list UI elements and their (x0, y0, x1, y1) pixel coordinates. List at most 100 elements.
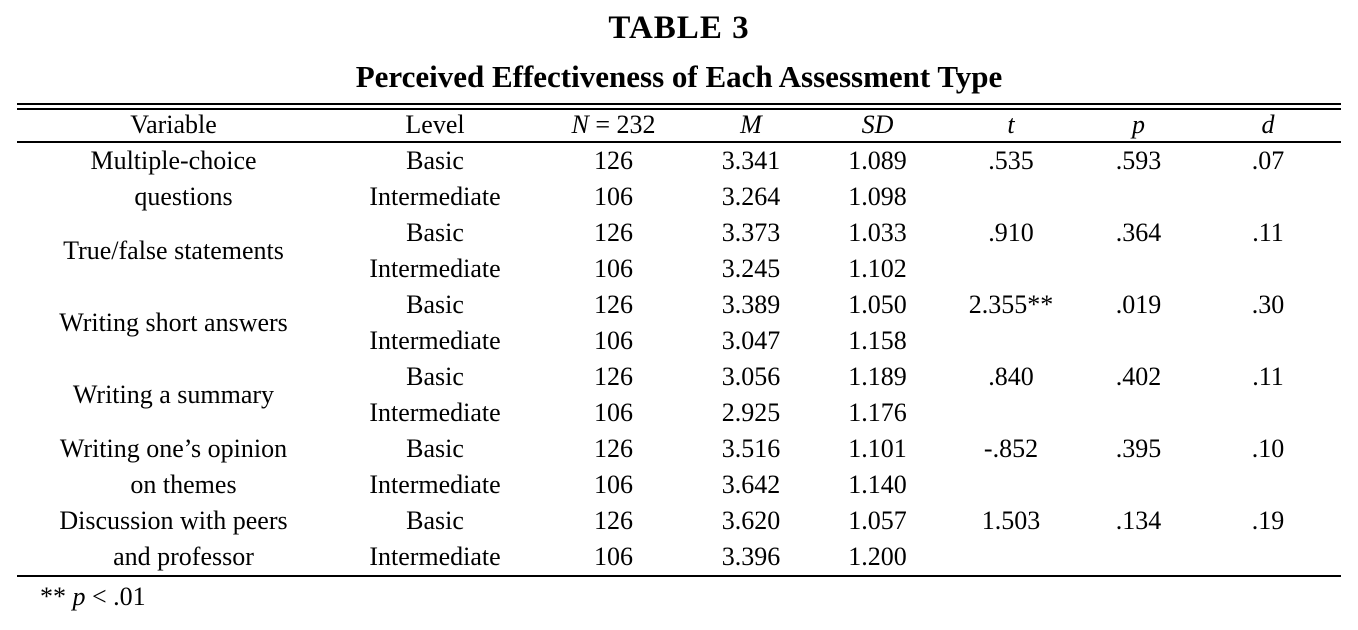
variable-label: Writing one’s opinion (59, 433, 288, 463)
cell-t: .840 (988, 361, 1034, 391)
header-row: Variable Level N = 232 M SD t p d (17, 107, 1341, 142)
cell-t (940, 395, 1082, 431)
cell-level: Basic (406, 361, 464, 391)
table-row: Intermediate 106 3.264 1.098 (17, 179, 1341, 215)
column-header-m: M (740, 110, 762, 140)
cell-d (1195, 251, 1341, 287)
table-row: True/false statements Basic 126 3.373 1.… (17, 215, 1341, 265)
cell-m: 3.341 (721, 145, 781, 175)
cell-level: Basic (406, 505, 464, 535)
variable-label: Discussion with peers (59, 505, 288, 535)
column-header-sd: SD (861, 110, 894, 140)
p-symbol: p (72, 581, 86, 611)
variable-label: Multiple-choice (90, 145, 257, 175)
significance-stars: ** (40, 581, 73, 611)
cell-d: .10 (1251, 433, 1285, 463)
table-row: Intermediate 106 3.642 1.140 (17, 467, 1341, 503)
cell-n: 106 (594, 397, 633, 427)
table-row: Multiple-choice questions Basic 126 3.34… (17, 142, 1341, 211)
cell-t: .910 (988, 217, 1034, 247)
cell-m: 3.245 (721, 253, 781, 283)
cell-m: 3.373 (721, 217, 781, 247)
variable-label-wrap: questions (134, 181, 233, 211)
cell-m: 3.620 (721, 505, 781, 535)
cell-t: -.852 (983, 433, 1039, 463)
cell-n: 106 (594, 325, 633, 355)
cell-t (940, 539, 1082, 576)
table-row: Intermediate 106 3.245 1.102 (17, 251, 1341, 287)
cell-n: 126 (594, 361, 633, 391)
cell-sd: 1.098 (848, 181, 907, 211)
cell-n: 106 (594, 181, 633, 211)
table-row: Intermediate 106 2.925 1.176 (17, 395, 1341, 431)
cell-n: 106 (594, 541, 633, 571)
cell-p: .402 (1115, 361, 1162, 391)
column-header-variable: Variable (130, 110, 217, 140)
cell-sd: 1.200 (848, 541, 907, 571)
cell-sd: 1.050 (848, 289, 907, 319)
cell-sd: 1.101 (848, 433, 907, 463)
cell-sd: 1.089 (848, 145, 907, 175)
table-title: Perceived Effectiveness of Each Assessme… (355, 59, 1003, 94)
cell-t (940, 179, 1082, 215)
column-header-level: Level (405, 110, 465, 140)
table-number: TABLE 3 (608, 10, 750, 46)
cell-d: .11 (1252, 217, 1284, 247)
table-row: Writing a summary Basic 126 3.056 1.189 … (17, 359, 1341, 409)
cell-p (1082, 467, 1195, 503)
cell-variable: Writing short answers (17, 287, 330, 359)
cell-level: Basic (406, 433, 464, 463)
table-row: Writing one’s opinion on themes Basic 12… (17, 431, 1341, 499)
column-header-p: p (1132, 110, 1145, 140)
cell-variable: Writing one’s opinion on themes (17, 431, 330, 503)
significance-note: ** p < .01 (40, 579, 1358, 615)
cell-t: .535 (988, 145, 1034, 175)
cell-level: Intermediate (369, 253, 501, 283)
cell-p (1082, 539, 1195, 576)
cell-level: Intermediate (369, 181, 501, 211)
cell-m: 3.396 (721, 541, 781, 571)
cell-level: Basic (406, 289, 464, 319)
table-row: Intermediate 106 3.396 1.200 (17, 539, 1341, 576)
column-header-t: t (1007, 110, 1015, 140)
cell-p (1082, 179, 1195, 215)
cell-m: 3.516 (721, 433, 781, 463)
variable-label: Writing a summary (72, 379, 275, 409)
cell-t: 2.355** (968, 289, 1054, 319)
cell-variable: Multiple-choice questions (17, 142, 330, 215)
cell-p: .593 (1115, 145, 1162, 175)
cell-d (1195, 179, 1341, 215)
cell-d (1195, 539, 1341, 576)
cell-d: .19 (1251, 505, 1285, 535)
cell-level: Basic (406, 145, 464, 175)
cell-p: .134 (1115, 505, 1162, 535)
cell-d: .11 (1252, 361, 1284, 391)
cell-m: 3.056 (721, 361, 781, 391)
cell-sd: 1.057 (848, 505, 907, 535)
cell-sd: 1.189 (848, 361, 907, 391)
cell-n: 126 (594, 433, 633, 463)
cell-p: .364 (1115, 217, 1162, 247)
cell-d: .30 (1251, 289, 1285, 319)
cell-d (1195, 467, 1341, 503)
cell-n: 126 (594, 217, 633, 247)
n-total: = 232 (588, 110, 656, 140)
cell-sd: 1.102 (848, 253, 907, 283)
cell-m: 2.925 (721, 397, 781, 427)
cell-p (1082, 323, 1195, 359)
variable-label-wrap: on themes (130, 469, 237, 499)
cell-m: 3.642 (721, 469, 781, 499)
cell-m: 3.264 (721, 181, 781, 211)
cell-variable: Writing a summary (17, 359, 330, 431)
cell-d (1195, 323, 1341, 359)
cell-variable: Discussion with peers and professor (17, 503, 330, 576)
cell-n: 106 (594, 253, 633, 283)
column-header-n: N = 232 (540, 107, 687, 142)
table-row: Writing short answers Basic 126 3.389 1.… (17, 287, 1341, 337)
cell-t (940, 323, 1082, 359)
cell-p: .395 (1115, 433, 1162, 463)
cell-n: 126 (594, 505, 633, 535)
column-header-d: d (1261, 110, 1275, 140)
table-row: Intermediate 106 3.047 1.158 (17, 323, 1341, 359)
